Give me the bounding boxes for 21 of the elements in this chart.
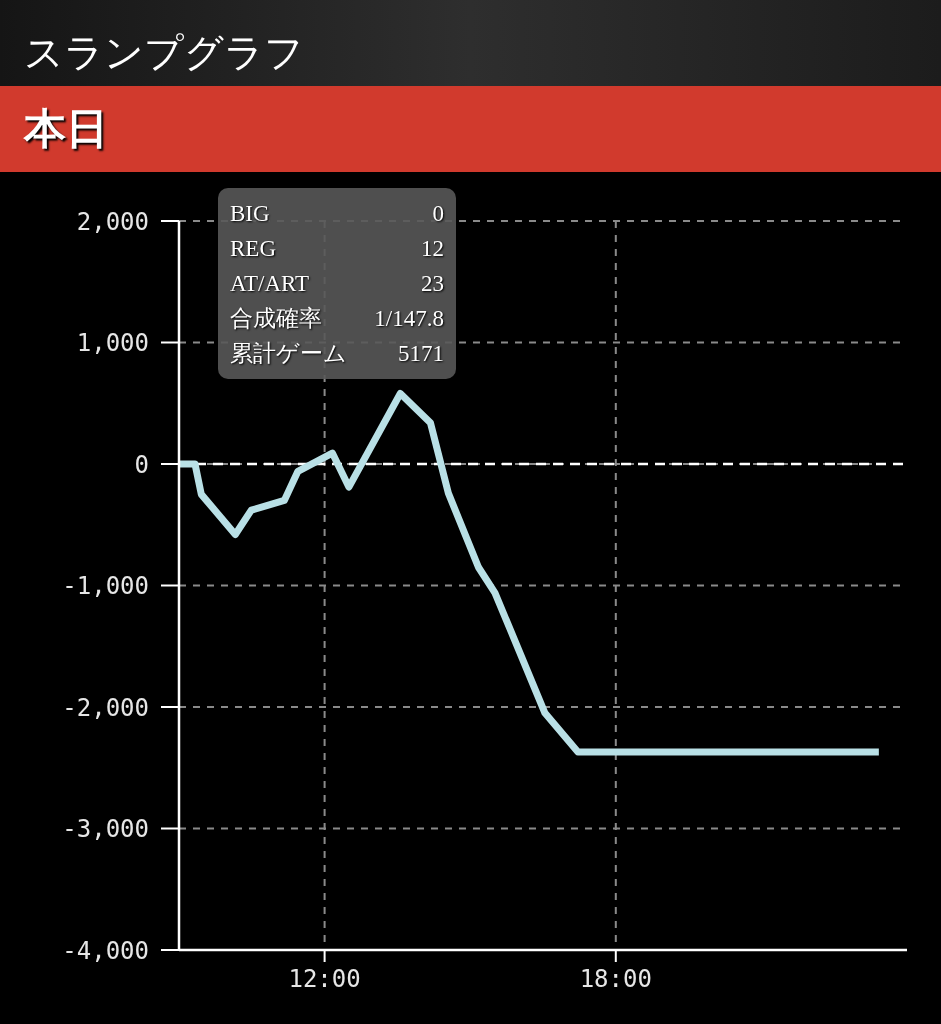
annotation: BIG xyxy=(230,200,270,228)
annotation: 累計ゲーム xyxy=(230,340,347,368)
annotation: AT/ART xyxy=(230,270,310,298)
y-tick-label: -3,000 xyxy=(62,815,149,844)
annotation: 1/147.8 xyxy=(374,305,444,333)
y-tick-label: -1,000 xyxy=(62,572,149,601)
x-tick-label: 12:00 xyxy=(288,965,361,994)
chart-subtitle: 本日 xyxy=(24,105,108,153)
annotation: 合成確率 xyxy=(230,305,322,333)
y-tick-label: -4,000 xyxy=(62,936,149,965)
y-tick-label: 0 xyxy=(134,450,149,479)
annotation: 12 xyxy=(421,235,444,263)
y-tick-label: 2,000 xyxy=(76,207,149,236)
annotation: REG xyxy=(230,235,276,263)
annotation: 23 xyxy=(421,270,444,298)
annotation: 0 xyxy=(432,200,444,228)
chart-title: スランプグラフ xyxy=(24,30,304,76)
y-tick-label: 1,000 xyxy=(76,329,149,358)
x-tick-label: 18:00 xyxy=(579,965,652,994)
y-tick-label: -2,000 xyxy=(62,693,149,722)
annotation: 5171 xyxy=(398,340,444,368)
